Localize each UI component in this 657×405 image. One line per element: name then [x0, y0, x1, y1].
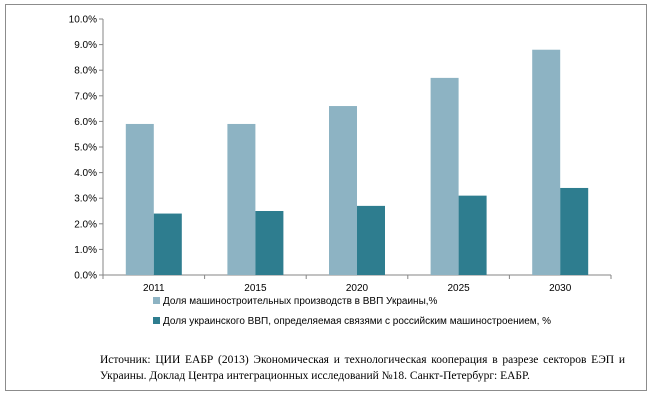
bar-machinebuilding-share: [125, 123, 154, 276]
bar-russia-links-share: [458, 195, 487, 275]
x-tick-label: 2030: [549, 283, 572, 294]
legend-label: Доля украинского ВВП, определяемая связя…: [163, 316, 551, 327]
x-tick-label: 2015: [244, 283, 267, 294]
legend-label: Доля машиностроительных производств в ВВ…: [163, 296, 438, 307]
y-tick-label: 0.0%: [74, 271, 97, 282]
y-tick-label: 7.0%: [74, 91, 97, 102]
bar-russia-links-share: [357, 205, 385, 275]
y-tick-label: 4.0%: [74, 168, 97, 179]
bar-machinebuilding-share: [329, 106, 357, 275]
bar-machinebuilding-share: [430, 77, 459, 275]
x-tick-label: 2011: [143, 283, 165, 294]
y-tick-label: 1.0%: [74, 245, 97, 256]
legend-swatch: [153, 317, 160, 324]
bar-russia-links-share: [153, 213, 182, 275]
bar-machinebuilding-share: [227, 123, 256, 276]
y-tick-label: 10.0%: [69, 15, 97, 26]
y-tick-label: 2.0%: [74, 219, 97, 230]
y-tick-label: 3.0%: [74, 194, 97, 205]
y-tick-label: 6.0%: [74, 117, 97, 128]
bar-russia-links-share: [560, 187, 589, 275]
y-tick-label: 8.0%: [74, 66, 97, 77]
legend-swatch: [153, 297, 160, 304]
y-tick-label: 5.0%: [74, 143, 97, 154]
bar-russia-links-share: [255, 211, 284, 275]
bar-machinebuilding-share: [532, 49, 561, 275]
x-tick-label: 2025: [447, 283, 470, 294]
x-tick-label: 2020: [346, 283, 369, 294]
source-note: Источник: ЦИИ ЕАБР (2013) Экономическая …: [100, 354, 625, 382]
y-tick-label: 9.0%: [74, 40, 97, 51]
